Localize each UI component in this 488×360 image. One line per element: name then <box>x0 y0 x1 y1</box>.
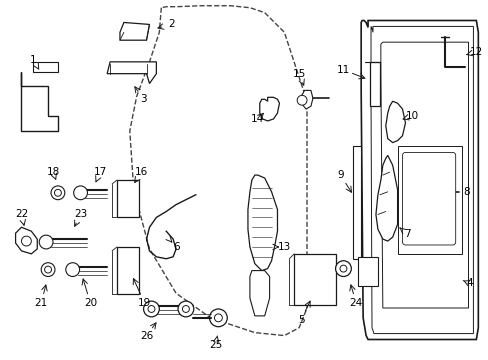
Bar <box>352 145 361 259</box>
Circle shape <box>51 186 65 200</box>
Polygon shape <box>259 97 279 121</box>
Polygon shape <box>247 175 277 271</box>
Text: 18: 18 <box>46 167 60 177</box>
Polygon shape <box>16 227 37 254</box>
Text: 14: 14 <box>251 114 264 124</box>
Circle shape <box>74 186 87 200</box>
Text: 20: 20 <box>83 298 97 308</box>
Circle shape <box>148 306 155 312</box>
FancyBboxPatch shape <box>402 152 455 245</box>
Polygon shape <box>361 21 477 339</box>
Circle shape <box>214 314 222 322</box>
Text: 11: 11 <box>336 65 349 75</box>
Text: 23: 23 <box>74 210 87 220</box>
Text: 22: 22 <box>15 210 28 220</box>
Bar <box>117 247 139 294</box>
Polygon shape <box>301 90 312 109</box>
Bar <box>117 180 139 217</box>
Circle shape <box>21 236 31 246</box>
Bar <box>358 257 377 286</box>
Text: 19: 19 <box>138 298 151 308</box>
Bar <box>397 145 461 254</box>
Text: 8: 8 <box>462 187 469 197</box>
Text: 5: 5 <box>297 315 304 325</box>
Circle shape <box>182 306 189 312</box>
Text: 21: 21 <box>35 298 48 308</box>
Text: 24: 24 <box>349 298 362 308</box>
Polygon shape <box>107 62 156 84</box>
Circle shape <box>297 95 306 105</box>
Polygon shape <box>21 72 58 131</box>
Circle shape <box>44 266 51 273</box>
Circle shape <box>339 265 346 272</box>
Text: 13: 13 <box>277 242 290 252</box>
Circle shape <box>209 309 227 327</box>
Text: 6: 6 <box>172 242 179 252</box>
Circle shape <box>41 263 55 276</box>
Text: 3: 3 <box>140 94 146 104</box>
Polygon shape <box>33 62 58 72</box>
Text: 10: 10 <box>405 111 418 121</box>
Polygon shape <box>385 101 405 143</box>
Text: 12: 12 <box>469 47 482 57</box>
Polygon shape <box>380 42 468 308</box>
Circle shape <box>39 235 53 249</box>
Polygon shape <box>249 271 269 316</box>
Circle shape <box>54 189 61 196</box>
Circle shape <box>66 263 80 276</box>
Text: 9: 9 <box>337 170 343 180</box>
Text: 1: 1 <box>30 55 37 65</box>
Text: 2: 2 <box>167 19 174 30</box>
Bar <box>294 254 335 305</box>
Circle shape <box>178 301 193 317</box>
Text: 16: 16 <box>135 167 148 177</box>
Text: 25: 25 <box>208 341 222 350</box>
Circle shape <box>143 301 159 317</box>
Text: 26: 26 <box>140 330 153 341</box>
Text: 4: 4 <box>465 278 472 288</box>
Polygon shape <box>375 156 397 241</box>
Circle shape <box>335 261 350 276</box>
Text: 15: 15 <box>292 69 305 79</box>
Bar <box>369 62 379 106</box>
Text: 17: 17 <box>93 167 107 177</box>
Text: 7: 7 <box>403 229 410 239</box>
Polygon shape <box>370 26 472 334</box>
Polygon shape <box>120 22 149 40</box>
Polygon shape <box>426 184 442 202</box>
